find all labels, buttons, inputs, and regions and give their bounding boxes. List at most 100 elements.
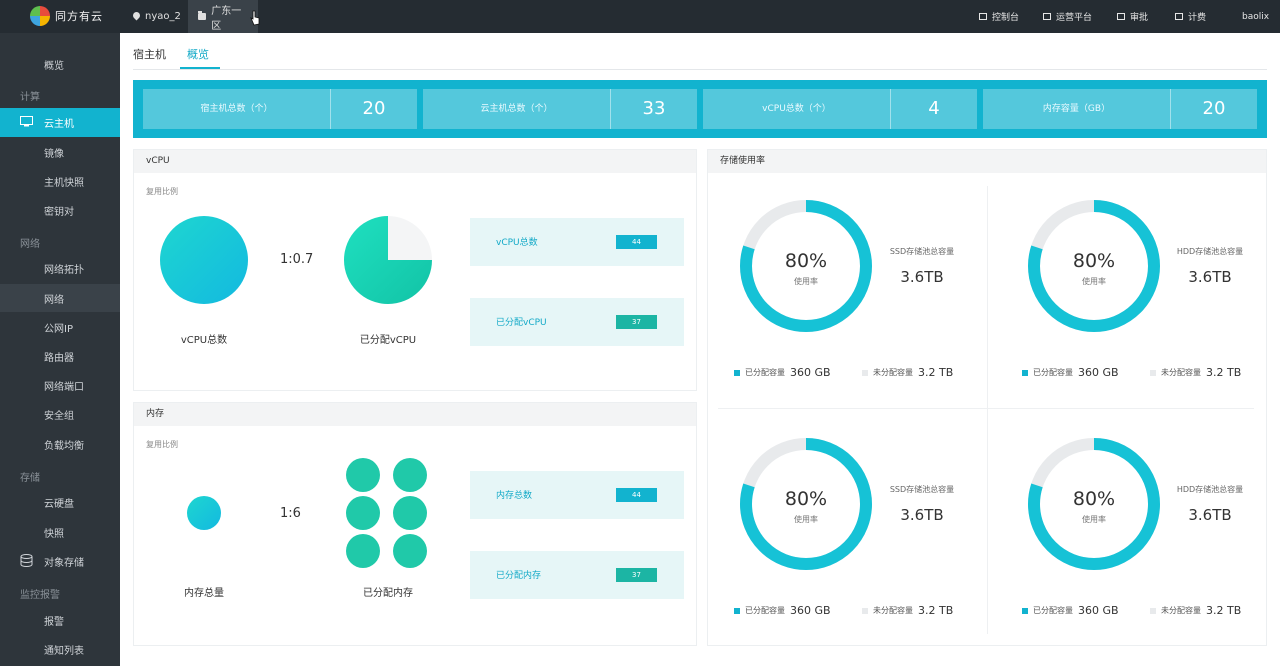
user-menu[interactable]: baolix bbox=[1242, 0, 1269, 33]
sidebar-item-label: 网络拓扑 bbox=[44, 264, 84, 276]
usage-percent: 80% bbox=[1072, 488, 1116, 510]
storage-pool-card: 80% 使用率 SSD存储池总容量 3.6TB 已分配容量 360 GB 未分配容量 3.2 … bbox=[718, 422, 988, 646]
usage-percent: 80% bbox=[784, 488, 828, 510]
sidebar-item-alarm[interactable]: 报警 bbox=[0, 606, 120, 634]
pool-capacity-label: SSD存储池总容量 bbox=[889, 247, 955, 256]
vcpu-allocated-pie bbox=[344, 216, 432, 304]
sidebar-item-label: 主机快照 bbox=[44, 177, 84, 189]
usage-label: 使用率 bbox=[794, 515, 818, 524]
platform-icon bbox=[1043, 13, 1051, 20]
billing-link[interactable]: 计费 bbox=[1175, 0, 1206, 33]
card-label: 内存总数 bbox=[496, 491, 533, 501]
project-selector[interactable]: nyao_2 bbox=[123, 0, 191, 33]
vcpu-total-card: vCPU总数 44 bbox=[470, 218, 684, 266]
sidebar-item-security-group[interactable]: 安全组 bbox=[0, 400, 120, 428]
sidebar-item-label: 路由器 bbox=[44, 352, 74, 364]
legend-label: 未分配容量 bbox=[1161, 606, 1201, 615]
sidebar-item-label: 对象存储 bbox=[44, 557, 84, 569]
sidebar-item-host-snapshot[interactable]: 主机快照 bbox=[0, 167, 120, 195]
sidebar-item-public-ip[interactable]: 公网IP bbox=[0, 313, 120, 341]
sidebar-group-network: 网络 bbox=[20, 239, 40, 250]
project-name: nyao_2 bbox=[145, 11, 181, 22]
memory-allocated-card: 已分配内存 37 bbox=[470, 551, 684, 599]
legend-value: 3.2 TB bbox=[1206, 366, 1242, 379]
legend-value: 360 GB bbox=[790, 366, 831, 379]
top-navigation-bar: 同方有云 nyao_2 广东一区 控制台 运营平台 审批 计费 baolix bbox=[0, 0, 1280, 33]
legend-label: 已分配容量 bbox=[1033, 606, 1073, 615]
summary-stats-bar: 宿主机总数（个） 20 云主机总数（个） 33 vCPU总数（个） 4 内存容量… bbox=[133, 80, 1267, 138]
region-selector[interactable]: 广东一区 bbox=[188, 0, 258, 33]
legend-unallocated: 未分配容量 3.2 TB bbox=[862, 366, 953, 379]
stat-label: 宿主机总数（个） bbox=[143, 89, 331, 129]
console-link[interactable]: 控制台 bbox=[979, 0, 1019, 33]
region-name: 广东一区 bbox=[211, 5, 242, 32]
pool-capacity-value: 3.6TB bbox=[900, 506, 944, 524]
billing-label: 计费 bbox=[1188, 13, 1207, 23]
sidebar-group-storage: 存储 bbox=[20, 473, 40, 484]
tab-hosts[interactable]: 宿主机 bbox=[133, 48, 166, 61]
usage-percent: 80% bbox=[784, 250, 828, 272]
legend-allocated: 已分配容量 360 GB bbox=[734, 366, 831, 379]
memory-bubble bbox=[346, 534, 380, 568]
sidebar-item-router[interactable]: 路由器 bbox=[0, 342, 120, 370]
sidebar-item-label: 网络端口 bbox=[44, 381, 84, 393]
card-value-badge: 37 bbox=[616, 568, 657, 582]
sidebar-item-notify-list[interactable]: 通知列表 bbox=[0, 635, 120, 663]
panel-title: 内存 bbox=[134, 403, 696, 426]
memory-bubble bbox=[346, 496, 380, 530]
monitor-icon bbox=[979, 13, 987, 20]
sidebar-item-overview[interactable]: 概览 bbox=[0, 50, 120, 78]
sidebar-item-disk[interactable]: 云硬盘 bbox=[0, 488, 120, 516]
memory-allocated-caption: 已分配内存 bbox=[363, 588, 413, 599]
pie-allocated-slice bbox=[344, 216, 432, 304]
sidebar-item-label: 镜像 bbox=[44, 148, 64, 160]
sidebar-item-label: 报警 bbox=[44, 616, 64, 628]
vcpu-ratio: 1:0.7 bbox=[280, 252, 314, 267]
donut-used-arc bbox=[740, 438, 872, 570]
ops-platform-link[interactable]: 运营平台 bbox=[1043, 0, 1092, 33]
usage-donut-chart bbox=[1028, 200, 1160, 332]
approval-link[interactable]: 审批 bbox=[1117, 0, 1148, 33]
console-label: 控制台 bbox=[992, 13, 1020, 23]
storage-donut: 80% 使用率 bbox=[1026, 198, 1162, 334]
sidebar-item-label: 云硬盘 bbox=[44, 498, 74, 510]
sidebar-item-keypair[interactable]: 密钥对 bbox=[0, 196, 120, 224]
pool-capacity-label: HDD存储池总容量 bbox=[1176, 485, 1244, 494]
logo-text: 同方有云 bbox=[55, 10, 103, 23]
sidebar-item-topology[interactable]: 网络拓扑 bbox=[0, 254, 120, 282]
sidebar-item-load-balancer[interactable]: 负载均衡 bbox=[0, 430, 120, 458]
vcpu-total-caption: vCPU总数 bbox=[180, 335, 228, 346]
logo[interactable]: 同方有云 bbox=[30, 6, 103, 26]
sidebar-item-label: 网络 bbox=[44, 294, 64, 306]
stat-label: 云主机总数（个） bbox=[423, 89, 611, 129]
legend-value: 360 GB bbox=[1078, 366, 1119, 379]
legend-label: 已分配容量 bbox=[1033, 368, 1073, 377]
sidebar-item-object-storage[interactable]: 对象存储 bbox=[0, 547, 120, 575]
legend-label: 未分配容量 bbox=[873, 606, 913, 615]
stat-label: 内存容量（GB） bbox=[983, 89, 1171, 129]
card-value-badge: 37 bbox=[616, 315, 657, 329]
legend-value: 3.2 TB bbox=[1206, 604, 1242, 617]
card-label: 已分配内存 bbox=[496, 571, 542, 581]
legend-value: 360 GB bbox=[790, 604, 831, 617]
memory-total-circle bbox=[187, 496, 221, 530]
sidebar-item-label: 密钥对 bbox=[44, 206, 74, 218]
legend-label: 已分配容量 bbox=[745, 606, 785, 615]
tab-overview[interactable]: 概览 bbox=[187, 48, 209, 61]
legend-allocated: 已分配容量 360 GB bbox=[734, 604, 831, 617]
sidebar-item-port[interactable]: 网络端口 bbox=[0, 371, 120, 399]
card-value-badge: 44 bbox=[616, 235, 657, 249]
memory-bubble bbox=[393, 458, 427, 492]
card-label: vCPU总数 bbox=[496, 238, 538, 248]
sidebar-item-snapshot[interactable]: 快照 bbox=[0, 518, 120, 546]
sidebar-item-cloud-host[interactable]: 云主机 bbox=[0, 108, 120, 137]
stat-value: 20 bbox=[1202, 98, 1226, 119]
approval-icon bbox=[1117, 13, 1125, 20]
storage-donut: 80% 使用率 bbox=[738, 436, 874, 572]
sidebar-item-image[interactable]: 镜像 bbox=[0, 138, 120, 166]
legend-swatch bbox=[1150, 607, 1156, 614]
storage-pool-card: 80% 使用率 HDD存储池总容量 3.6TB 已分配容量 360 GB 未分配容量 3.2 … bbox=[1006, 422, 1276, 646]
sidebar-item-network[interactable]: 网络 bbox=[0, 284, 120, 312]
legend-swatch bbox=[1022, 369, 1028, 376]
memory-total-card: 内存总数 44 bbox=[470, 471, 684, 519]
